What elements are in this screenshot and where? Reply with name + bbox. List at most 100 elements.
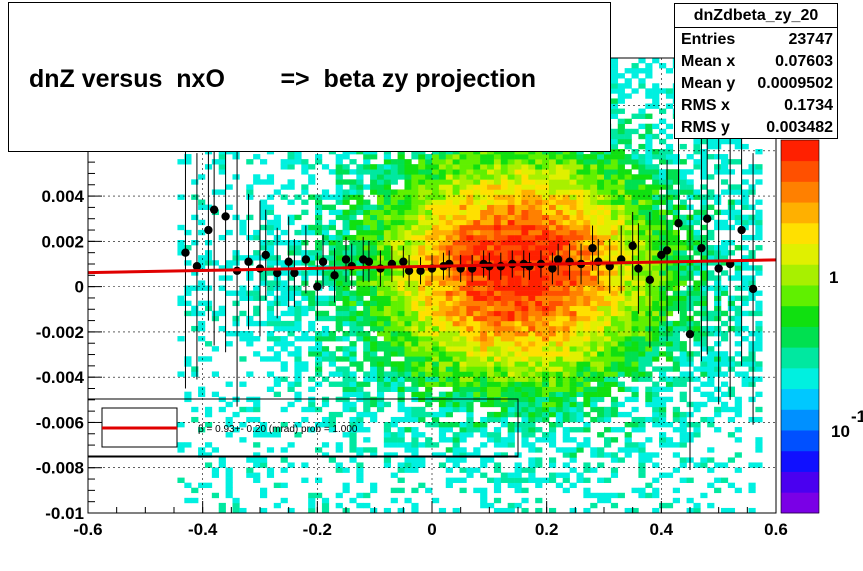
histogram-cell (748, 331, 756, 337)
histogram-cell (308, 174, 316, 180)
histogram-cell (487, 189, 495, 195)
histogram-cell (507, 427, 515, 433)
histogram-cell (555, 169, 564, 175)
histogram-cell (535, 371, 543, 377)
histogram-cell (514, 295, 522, 301)
histogram-cell (383, 437, 392, 443)
histogram-cell (383, 234, 392, 241)
histogram-cell (645, 391, 653, 398)
histogram-cell (218, 164, 226, 170)
histogram-cell (452, 331, 460, 337)
histogram-cell (562, 437, 570, 443)
histogram-cell (253, 457, 261, 463)
histogram-cell (198, 386, 206, 392)
histogram-cell (748, 507, 756, 514)
histogram-cell (597, 416, 605, 423)
histogram-cell (225, 204, 233, 210)
histogram-cell (411, 406, 419, 413)
histogram-cell (645, 229, 653, 236)
histogram-cell (548, 442, 557, 448)
histogram-cell (397, 164, 405, 170)
histogram-cell (397, 159, 405, 165)
histogram-cell (445, 229, 453, 236)
histogram-cell (404, 361, 412, 367)
histogram-cell (734, 467, 742, 473)
histogram-cell (727, 224, 736, 231)
histogram-cell (672, 305, 680, 312)
histogram-cell (576, 300, 584, 307)
histogram-cell (266, 467, 275, 473)
histogram-cell (679, 341, 687, 347)
histogram-cell (714, 371, 722, 377)
histogram-cell (610, 457, 619, 463)
histogram-cell (466, 422, 474, 428)
histogram-cell (397, 214, 405, 221)
histogram-cell (734, 285, 742, 291)
histogram-cell (356, 204, 364, 210)
histogram-cell (521, 310, 529, 317)
histogram-cell (672, 406, 680, 413)
histogram-cell (548, 285, 557, 291)
histogram-cell (542, 159, 550, 165)
histogram-cell (287, 351, 295, 357)
histogram-cell (707, 174, 715, 180)
histogram-cell (734, 143, 742, 150)
histogram-cell (466, 174, 474, 180)
histogram-cell (748, 219, 756, 226)
histogram-cell (562, 325, 570, 332)
histogram-cell (404, 275, 412, 281)
histogram-cell (225, 229, 233, 236)
histogram-cell (555, 416, 564, 423)
histogram-cell (473, 224, 481, 231)
histogram-cell (617, 108, 625, 114)
histogram-cell (693, 209, 701, 216)
histogram-cell (225, 401, 233, 408)
histogram-cell (246, 234, 254, 241)
histogram-cell (562, 219, 570, 226)
histogram-cell (714, 154, 722, 160)
histogram-cell (590, 179, 598, 185)
histogram-cell (418, 285, 426, 291)
histogram-cell (555, 174, 564, 180)
histogram-cell (425, 199, 433, 205)
histogram-cell (253, 285, 261, 291)
histogram-cell (604, 194, 612, 200)
histogram-cell (693, 422, 701, 428)
histogram-cell (356, 310, 364, 317)
histogram-cell (555, 234, 564, 241)
histogram-cell (418, 442, 426, 448)
histogram-cell (521, 487, 529, 494)
histogram-cell (597, 497, 605, 504)
histogram-cell (260, 209, 268, 216)
histogram-cell (597, 240, 605, 246)
histogram-cell (542, 219, 550, 226)
histogram-cell (514, 305, 522, 312)
histogram-cell (569, 159, 577, 165)
histogram-cell (315, 250, 323, 256)
histogram-cell (548, 199, 557, 205)
histogram-cell (693, 285, 701, 291)
histogram-cell (260, 427, 268, 433)
histogram-cell (487, 325, 495, 332)
histogram-cell (652, 149, 660, 155)
histogram-cell (645, 93, 653, 99)
histogram-cell (287, 179, 295, 185)
histogram-cell (383, 275, 392, 281)
histogram-cell (617, 128, 625, 135)
histogram-cell (535, 401, 543, 408)
histogram-cell (617, 336, 625, 342)
histogram-cell (700, 199, 708, 205)
histogram-cell (397, 351, 405, 357)
histogram-cell (452, 194, 460, 200)
histogram-cell (700, 164, 708, 170)
histogram-cell (273, 376, 281, 382)
histogram-cell (514, 174, 522, 180)
histogram-cell (707, 325, 715, 332)
histogram-cell (356, 502, 364, 509)
histogram-cell (535, 189, 543, 195)
histogram-cell (225, 467, 233, 473)
histogram-cell (459, 234, 467, 241)
histogram-cell (432, 346, 440, 352)
histogram-cell (191, 240, 199, 246)
histogram-cell (294, 376, 302, 382)
